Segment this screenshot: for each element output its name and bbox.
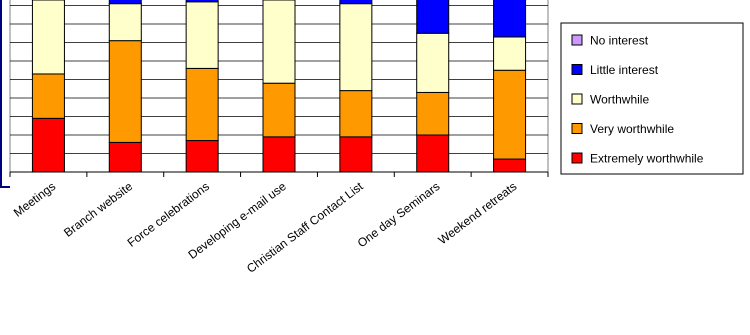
x-tick-label: Weekend retreats: [435, 179, 519, 247]
bar-segment: [493, 36, 527, 71]
bar-segment: [339, 90, 373, 138]
bar-segment: [493, 158, 527, 173]
legend-swatch: [571, 123, 583, 134]
bar-segment: [339, 0, 373, 5]
legend: No interest Little interest Worthwhile Very…: [560, 22, 744, 175]
legend-label: Little interest: [590, 63, 659, 77]
x-tick-label: Meetings: [11, 179, 58, 219]
legend-box: [560, 22, 744, 175]
bar-segment: [262, 136, 296, 173]
bar-segment: [185, 1, 219, 69]
bar-segment: [416, 91, 450, 136]
bar-segment: [185, 0, 219, 3]
bar-segment: [185, 67, 219, 142]
legend-label: No interest: [590, 34, 649, 48]
x-tick-label: One day Seminars: [355, 179, 443, 250]
bar-segment: [108, 3, 142, 42]
bar-segment: [493, 0, 527, 38]
bars: [31, 0, 527, 173]
legend-label: Very worthwhile: [590, 122, 674, 136]
axes: [0, 0, 549, 188]
bar-segment: [108, 141, 142, 173]
bar-segment: [416, 0, 450, 34]
legend-swatch: [571, 34, 583, 46]
bar-segment: [108, 0, 142, 5]
bar-segment: [339, 3, 373, 92]
bar-segment: [185, 140, 219, 173]
bar-segment: [262, 82, 296, 138]
bar-segment: [108, 40, 142, 143]
x-tick-label: Branch website: [61, 179, 135, 240]
bar-segment: [416, 32, 450, 93]
legend-label: Worthwhile: [590, 93, 649, 107]
bar-segment: [493, 69, 527, 160]
bar-segment: [262, 0, 296, 84]
x-tick-label: Force celebrations: [125, 179, 212, 250]
legend-swatch: [571, 93, 583, 105]
legend-swatch: [571, 152, 583, 164]
bar-segment: [339, 136, 373, 173]
legend-swatch: [571, 64, 583, 75]
bar-segment: [31, 0, 65, 75]
bar-segment: [31, 117, 65, 173]
legend-label: Extremely worthwhile: [590, 152, 704, 166]
bar-segment: [416, 134, 450, 173]
bar-segment: [31, 73, 65, 119]
